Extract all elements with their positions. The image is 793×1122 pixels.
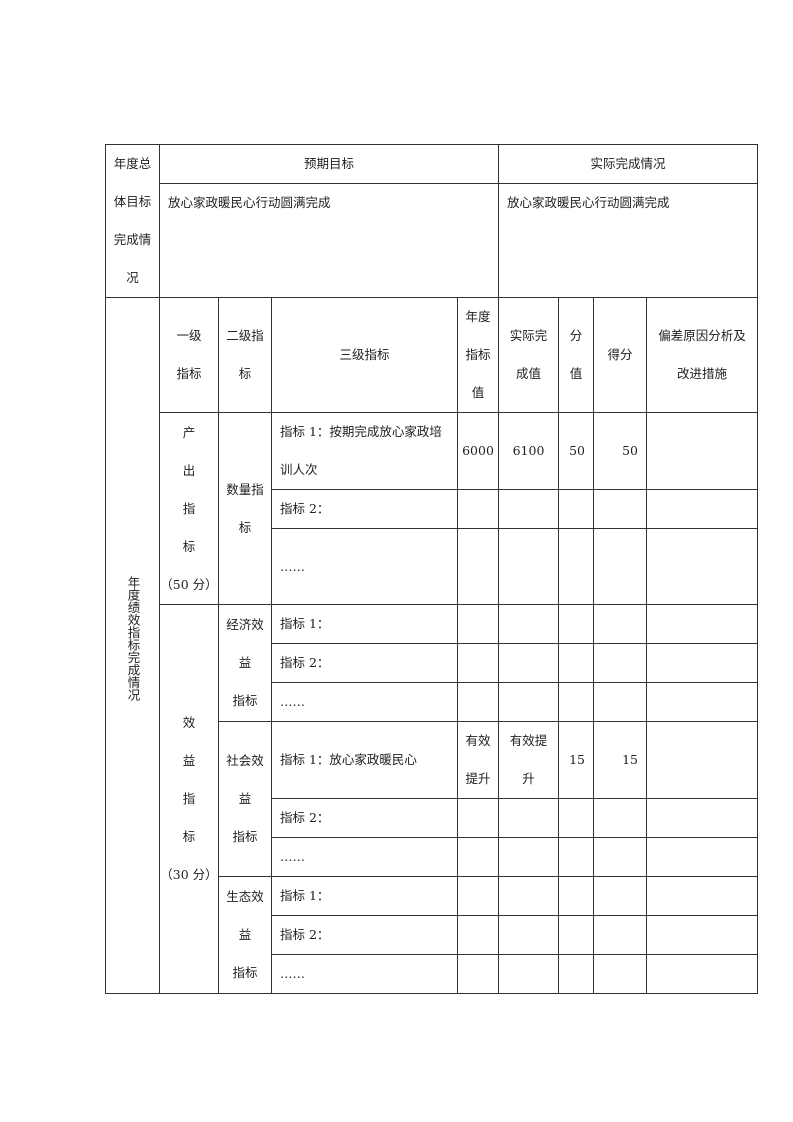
expected-value: 放心家政暖民心行动圆满完成 (158, 183, 500, 298)
economic-row-3: …… (271, 682, 458, 722)
header-score: 得分 (593, 297, 648, 413)
social-row-2-name: 指标 2： (271, 798, 458, 838)
header-level3: 三级指标 (271, 297, 458, 413)
header-target: 年度 指标 值 (456, 297, 500, 413)
quantity-label: 数量指 标 (218, 412, 272, 605)
summary-row-label: 年度总 体目标 完成情 况 (105, 144, 160, 298)
eco-row-1: 指标 1： (271, 876, 458, 916)
output-row-1-actual: 6100 (498, 412, 560, 490)
social-row-1-target: 有效 提升 (456, 721, 500, 799)
header-actual: 实际完 成值 (498, 297, 560, 413)
output-row-1-analysis (646, 412, 759, 490)
header-level2: 二级指 标 (218, 297, 272, 413)
social-row-1-actual: 有效提 升 (498, 721, 560, 799)
social-row-1-value: 15 (558, 721, 595, 799)
perf-row-label-text: 年度绩效指标完成情况 (125, 575, 141, 701)
social-row-3-name: …… (271, 837, 458, 877)
output-label: 产 出 指 标 （50 分） (159, 412, 219, 605)
economic-row-2: 指标 2： (271, 643, 458, 683)
social-label: 社会效 益 指标 (218, 721, 272, 877)
output-row-2-name: 指标 2： (271, 489, 458, 529)
output-row-1-score: 50 (593, 412, 648, 490)
eco-label: 生态效 益 指标 (218, 876, 272, 994)
eco-row-2: 指标 2： (271, 915, 458, 955)
perf-row-label: 年度绩效指标完成情况 (105, 297, 160, 994)
social-row-1-name: 指标 1：放心家政暖民心 (271, 721, 458, 799)
benefit-label: 效 益 指 标 （30 分） (159, 604, 219, 994)
eco-row-3: …… (271, 954, 458, 994)
actual-value: 放心家政暖民心行动圆满完成 (498, 183, 759, 298)
output-row-1-target: 6000 (456, 412, 500, 490)
expected-header: 预期目标 (158, 144, 500, 184)
header-level1: 一级 指标 (159, 297, 219, 413)
header-analysis: 偏差原因分析及 改进措施 (646, 297, 759, 413)
header-score-value: 分 值 (558, 297, 595, 413)
output-row-3-name: …… (271, 528, 458, 605)
actual-header: 实际完成情况 (498, 144, 759, 184)
output-row-1-value: 50 (558, 412, 595, 490)
output-row-1-name: 指标 1：按期完成放心家政培 训人次 (271, 412, 458, 490)
economic-row-1: 指标 1： (271, 604, 458, 644)
economic-label: 经济效 益 指标 (218, 604, 272, 722)
social-row-1-score: 15 (593, 721, 648, 799)
performance-table: 年度总 体目标 完成情 况 预期目标 实际完成情况 放心家政暖民心行动圆满完成 … (105, 144, 759, 994)
